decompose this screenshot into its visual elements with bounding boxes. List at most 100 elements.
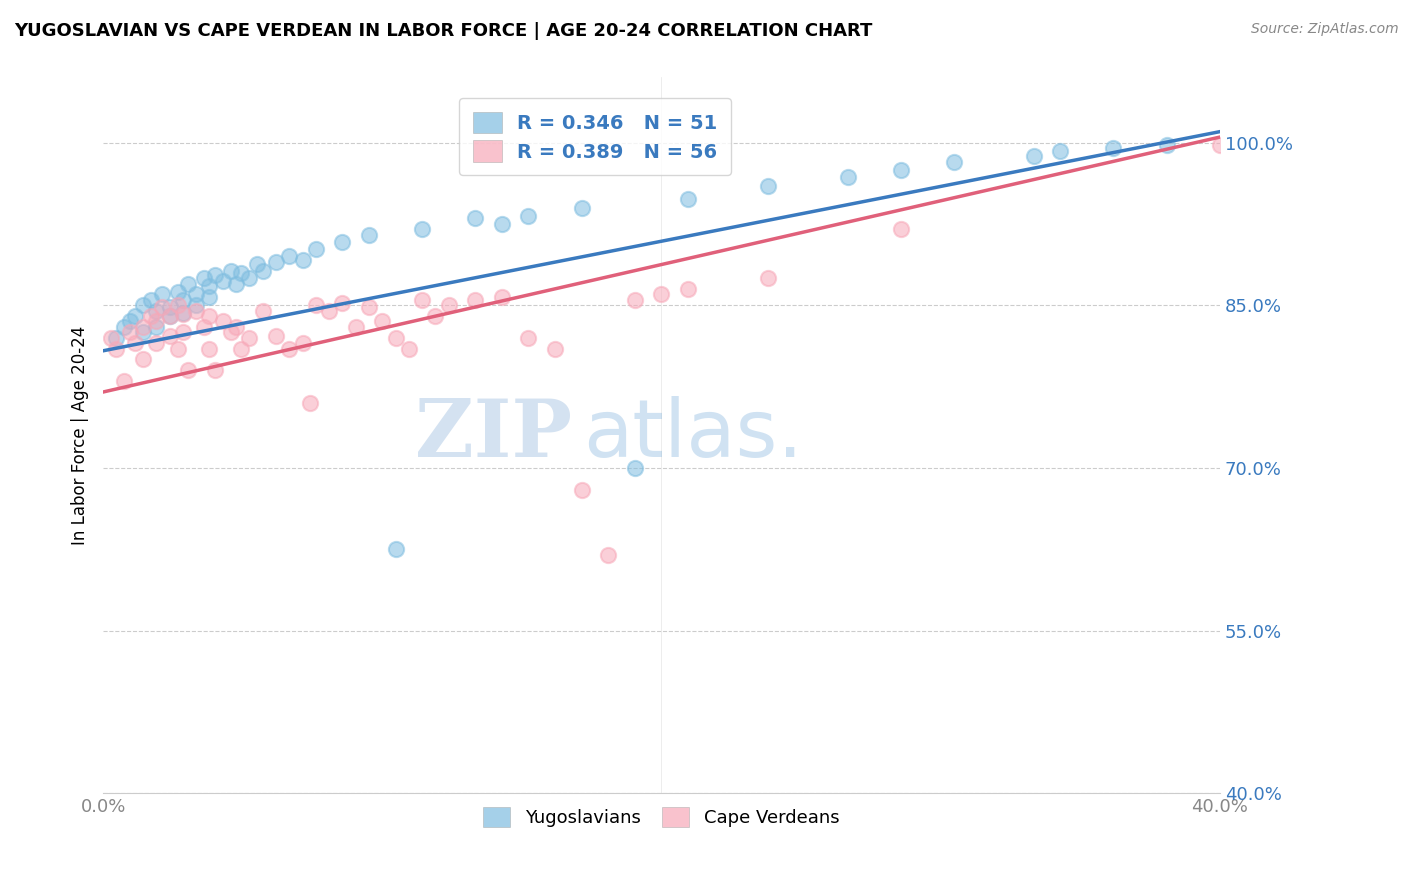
Point	[437, 298, 460, 312]
Point	[132, 298, 155, 312]
Point	[1156, 137, 1178, 152]
Point	[371, 314, 394, 328]
Point	[398, 342, 420, 356]
Point	[124, 336, 146, 351]
Point	[291, 252, 314, 267]
Point	[145, 314, 167, 328]
Point	[204, 363, 226, 377]
Point	[145, 320, 167, 334]
Point	[411, 222, 433, 236]
Point	[571, 201, 593, 215]
Point	[118, 314, 141, 328]
Text: YUGOSLAVIAN VS CAPE VERDEAN IN LABOR FORCE | AGE 20-24 CORRELATION CHART: YUGOSLAVIAN VS CAPE VERDEAN IN LABOR FOR…	[14, 22, 873, 40]
Point	[278, 249, 301, 263]
Point	[159, 328, 181, 343]
Point	[624, 293, 647, 307]
Point	[238, 271, 260, 285]
Point	[756, 178, 779, 193]
Point	[219, 326, 242, 340]
Point	[517, 331, 540, 345]
Point	[278, 342, 301, 356]
Point	[676, 282, 699, 296]
Point	[411, 293, 433, 307]
Point	[305, 242, 328, 256]
Point	[172, 293, 194, 307]
Point	[464, 211, 486, 226]
Point	[318, 303, 340, 318]
Point	[105, 342, 128, 356]
Point	[112, 374, 135, 388]
Point	[159, 301, 181, 315]
Point	[186, 303, 208, 318]
Point	[517, 209, 540, 223]
Point	[145, 336, 167, 351]
Point	[150, 287, 173, 301]
Point	[198, 342, 221, 356]
Point	[139, 309, 162, 323]
Point	[139, 293, 162, 307]
Point	[166, 342, 188, 356]
Point	[357, 301, 380, 315]
Point	[571, 483, 593, 497]
Point	[124, 309, 146, 323]
Point	[211, 274, 233, 288]
Point	[211, 314, 233, 328]
Point	[159, 309, 181, 323]
Point	[1102, 141, 1125, 155]
Point	[837, 170, 859, 185]
Point	[650, 287, 672, 301]
Point	[132, 352, 155, 367]
Point	[186, 298, 208, 312]
Point	[246, 257, 269, 271]
Point	[145, 303, 167, 318]
Point	[332, 235, 354, 250]
Point	[231, 266, 253, 280]
Point	[252, 303, 274, 318]
Point	[624, 461, 647, 475]
Point	[231, 342, 253, 356]
Point	[225, 277, 247, 291]
Point	[425, 309, 447, 323]
Point	[291, 336, 314, 351]
Point	[1049, 145, 1071, 159]
Point	[204, 268, 226, 282]
Point	[942, 155, 965, 169]
Point	[219, 263, 242, 277]
Point	[491, 289, 513, 303]
Point	[384, 331, 406, 345]
Point	[890, 162, 912, 177]
Point	[464, 293, 486, 307]
Point	[198, 289, 221, 303]
Text: atlas.: atlas.	[583, 396, 803, 475]
Point	[166, 285, 188, 300]
Point	[198, 278, 221, 293]
Point	[172, 326, 194, 340]
Point	[177, 277, 200, 291]
Point	[384, 542, 406, 557]
Point	[890, 222, 912, 236]
Point	[357, 227, 380, 242]
Point	[598, 548, 620, 562]
Point	[344, 320, 367, 334]
Point	[238, 331, 260, 345]
Point	[172, 306, 194, 320]
Point	[193, 320, 215, 334]
Point	[150, 301, 173, 315]
Point	[159, 309, 181, 323]
Point	[132, 320, 155, 334]
Point	[1022, 148, 1045, 162]
Point	[166, 298, 188, 312]
Y-axis label: In Labor Force | Age 20-24: In Labor Force | Age 20-24	[72, 326, 89, 545]
Point	[100, 331, 122, 345]
Text: ZIP: ZIP	[415, 396, 572, 475]
Point	[264, 255, 287, 269]
Point	[1209, 137, 1232, 152]
Point	[186, 287, 208, 301]
Point	[305, 298, 328, 312]
Point	[544, 342, 567, 356]
Point	[756, 271, 779, 285]
Point	[118, 326, 141, 340]
Point	[193, 271, 215, 285]
Point	[299, 396, 322, 410]
Point	[676, 192, 699, 206]
